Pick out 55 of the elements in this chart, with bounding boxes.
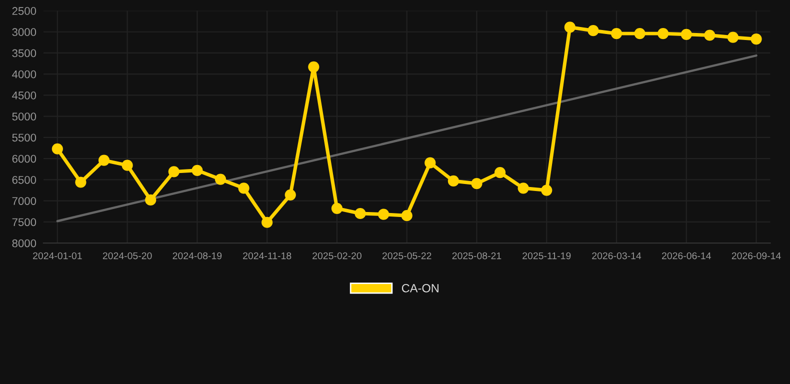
y-tick-label: 4000	[12, 70, 36, 78]
x-tick-label: 2026-06-14	[662, 252, 711, 260]
point	[471, 178, 482, 190]
point	[192, 164, 203, 176]
point	[52, 143, 63, 154]
x-tick-label: 2024-05-20	[102, 252, 152, 260]
y-tick-label: 3000	[12, 28, 36, 36]
y-tick-label: 7500	[12, 218, 36, 226]
legend-label: CA-ON	[402, 284, 438, 292]
point	[145, 194, 156, 206]
y-tick-label: 5000	[12, 112, 36, 120]
point	[634, 28, 646, 40]
point	[518, 182, 529, 194]
y-tick-label: 2500	[12, 7, 36, 15]
point	[238, 182, 250, 194]
point	[564, 22, 576, 33]
point	[168, 166, 180, 178]
point	[541, 184, 552, 196]
point	[750, 33, 762, 45]
point	[214, 174, 226, 185]
point	[308, 61, 320, 72]
point	[494, 166, 506, 178]
point	[610, 28, 622, 40]
point	[680, 28, 692, 40]
point	[98, 154, 110, 166]
point	[75, 176, 86, 188]
y-tick-label: 3500	[12, 49, 36, 58]
point	[401, 210, 412, 222]
point	[284, 189, 296, 200]
point	[658, 28, 669, 40]
point	[122, 160, 133, 171]
x-tick-label: 2025-08-21	[452, 252, 502, 260]
point	[354, 208, 366, 220]
point	[588, 25, 599, 36]
x-tick-label: 2024-08-19	[172, 252, 222, 260]
x-tick-label: 2024-01-01	[33, 252, 82, 260]
y-tick-label: 6000	[12, 154, 36, 163]
x-tick-label: 2024-11-18	[243, 252, 292, 260]
point	[331, 202, 343, 214]
point	[448, 175, 459, 187]
point	[727, 32, 739, 43]
point	[424, 157, 436, 168]
point	[704, 30, 716, 41]
x-tick-label: 2025-11-19	[522, 252, 571, 260]
y-tick-label: 8000	[12, 239, 36, 248]
x-tick-label: 2025-02-20	[312, 252, 362, 260]
y-tick-label: 4500	[12, 92, 36, 100]
y-tick-label: 6500	[12, 176, 36, 184]
y-tick-label: 7000	[12, 197, 36, 205]
x-tick-label: 2025-05-22	[382, 252, 432, 260]
point	[262, 216, 273, 228]
x-tick-label: 2026-09-14	[732, 252, 781, 260]
x-tick-label: 2026-03-14	[592, 252, 642, 260]
point	[378, 208, 390, 220]
y-tick-label: 5500	[12, 134, 36, 142]
